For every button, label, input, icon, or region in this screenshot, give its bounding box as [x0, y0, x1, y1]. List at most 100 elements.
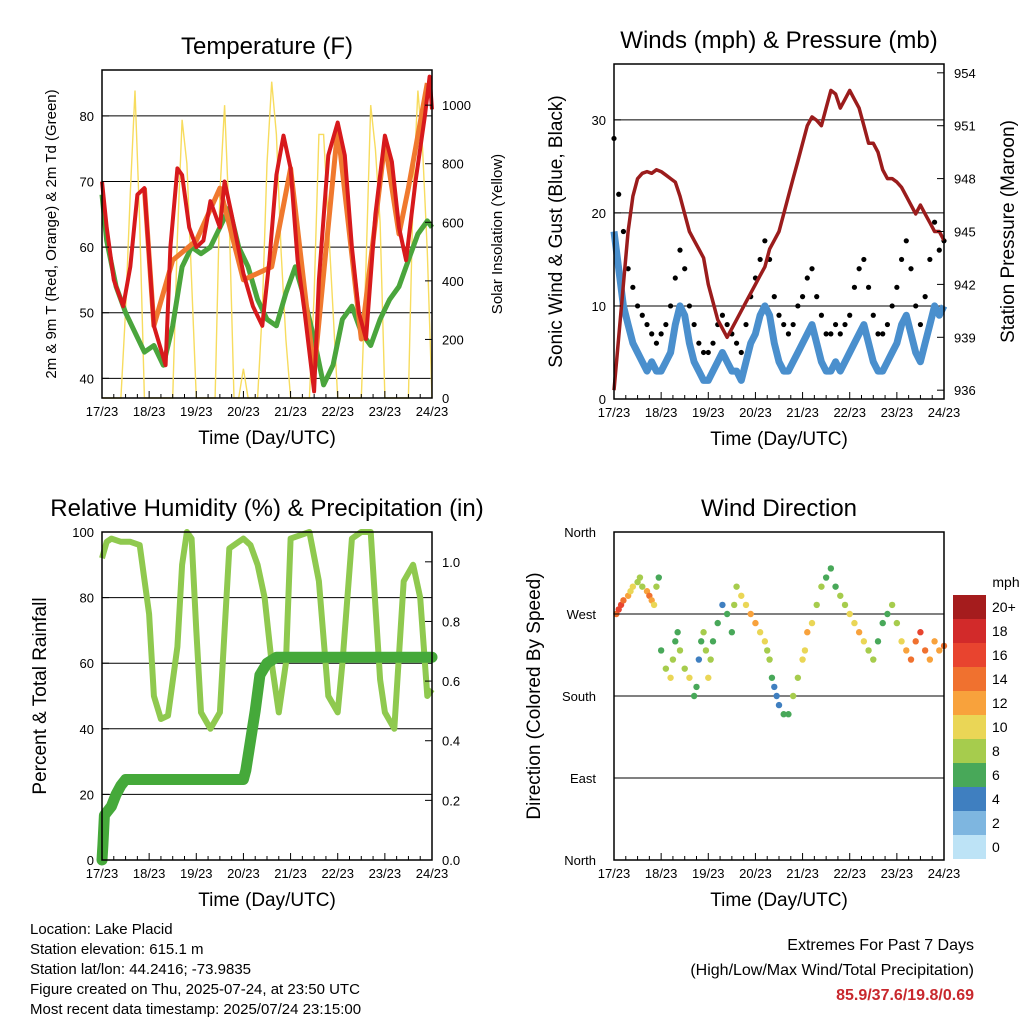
y-tick-label: 80 — [80, 109, 94, 124]
x-tick-label: 22/23 — [833, 405, 866, 420]
x-tick-label: 19/23 — [180, 866, 213, 881]
legend-swatch — [953, 595, 986, 619]
wind-direction-point — [742, 601, 750, 609]
gust-point — [630, 284, 636, 290]
gust-point — [625, 266, 631, 272]
temp2m-series-line — [100, 74, 434, 394]
gust-point — [894, 284, 900, 290]
wind-direction-point — [832, 583, 839, 590]
legend-swatch — [953, 811, 986, 835]
y2-axis-label: Solar Insolation (Yellow) — [489, 154, 506, 314]
wind-direction-point — [808, 619, 816, 627]
wind-direction-point — [657, 647, 665, 654]
legend-label: 2 — [992, 815, 1000, 831]
y-tick-label: North — [564, 525, 596, 540]
extremes-subtitle: (High/Low/Max Wind/Total Precipitation) — [690, 962, 974, 979]
wind-direction-point — [636, 574, 644, 581]
x-tick-label: 21/23 — [786, 405, 819, 420]
wind-direction-point — [893, 619, 901, 627]
x-tick-label: 22/23 — [321, 866, 354, 881]
y-tick-label: 80 — [80, 591, 94, 606]
wind-direction-point — [789, 692, 797, 700]
wind-direction-point — [912, 638, 919, 645]
wind-direction-point — [773, 692, 780, 700]
wind-direction-point — [639, 583, 646, 590]
gust-point — [658, 331, 664, 337]
y2-tick-label: 936 — [954, 383, 976, 398]
wind-direction-point — [794, 674, 802, 681]
wind-direction-point — [813, 601, 820, 609]
y-tick-label: 20 — [80, 787, 94, 802]
station-info: Location: Lake Placid Station elevation:… — [30, 920, 361, 1020]
legend-swatch — [953, 835, 986, 859]
y-tick-label: 100 — [72, 525, 94, 540]
gust-point — [922, 294, 928, 300]
y-tick-label: 60 — [80, 240, 94, 255]
x-tick-label: 18/23 — [645, 405, 678, 420]
created-text: Figure created on Thu, 2025-07-24, at 23… — [30, 981, 360, 998]
wind-direction-point — [921, 647, 929, 654]
x-tick-label: 21/23 — [274, 866, 307, 881]
gust-point — [842, 321, 848, 328]
y-tick-label: East — [570, 771, 596, 786]
y2-tick-label: 400 — [442, 274, 464, 289]
wind-direction-point — [851, 619, 858, 627]
wind-direction-point — [879, 619, 886, 627]
gust-point — [639, 312, 645, 318]
wind-direction-point — [775, 701, 783, 709]
legend-swatch — [953, 643, 986, 667]
solar-series-line — [102, 81, 433, 399]
extremes-title: Extremes For Past 7 Days — [787, 937, 974, 954]
y-tick-label: North — [564, 853, 596, 868]
y2-tick-label: 939 — [954, 330, 976, 345]
gust-point — [686, 303, 693, 309]
gust-point — [814, 294, 820, 300]
wind-direction-point — [702, 647, 710, 654]
y-tick-label: 40 — [80, 722, 94, 737]
gust-point — [743, 321, 749, 328]
gust-point — [653, 340, 660, 346]
gust-point — [927, 256, 933, 263]
wind-direction-point — [733, 583, 740, 590]
gust-point — [828, 331, 834, 337]
y-tick-label: 20 — [592, 206, 606, 221]
gust-point — [799, 294, 806, 300]
wind-direction-point — [780, 711, 787, 718]
legend-swatch — [953, 667, 986, 691]
legend-label: 6 — [992, 767, 1000, 783]
y2-tick-label: 800 — [442, 157, 464, 172]
gust-point — [738, 349, 744, 356]
gust-point — [908, 266, 914, 272]
x-tick-label: 17/23 — [86, 866, 119, 881]
wind-direction-point — [841, 601, 849, 609]
legend-title: mph — [992, 574, 1019, 590]
legend-label: 12 — [992, 695, 1008, 711]
extremes-values: 85.9/37.6/19.8/0.69 — [836, 987, 974, 1004]
legend-swatch — [953, 691, 986, 715]
gust-point — [691, 321, 697, 328]
y-axis-label: Sonic Wind & Gust (Blue, Black) — [546, 95, 567, 367]
gust-point — [719, 312, 726, 318]
wind-direction-point — [698, 638, 705, 645]
wind-direction-point — [860, 638, 868, 645]
gust-point — [837, 331, 843, 337]
gust-point — [710, 340, 716, 346]
gust-point — [913, 303, 919, 309]
wind-direction-point — [693, 683, 700, 691]
gust-point — [818, 312, 825, 318]
gust-point — [762, 238, 768, 244]
elevation-text: Station elevation: 615.1 m — [30, 941, 204, 958]
latlon-text: Station lat/lon: 44.2416; -73.9835 — [30, 961, 252, 978]
y2-tick-label: 0.8 — [442, 614, 460, 629]
y-tick-label: 70 — [80, 175, 94, 190]
wind-direction-point — [731, 601, 738, 609]
gust-point — [733, 340, 740, 346]
gust-point — [644, 321, 650, 328]
gust-point — [931, 219, 938, 225]
x-tick-label: 23/23 — [881, 405, 914, 420]
wind-direction-point — [686, 674, 693, 681]
y2-tick-label: 0 — [442, 391, 449, 406]
wind-direction-point — [674, 629, 681, 636]
x-tick-label: 23/23 — [369, 866, 402, 881]
